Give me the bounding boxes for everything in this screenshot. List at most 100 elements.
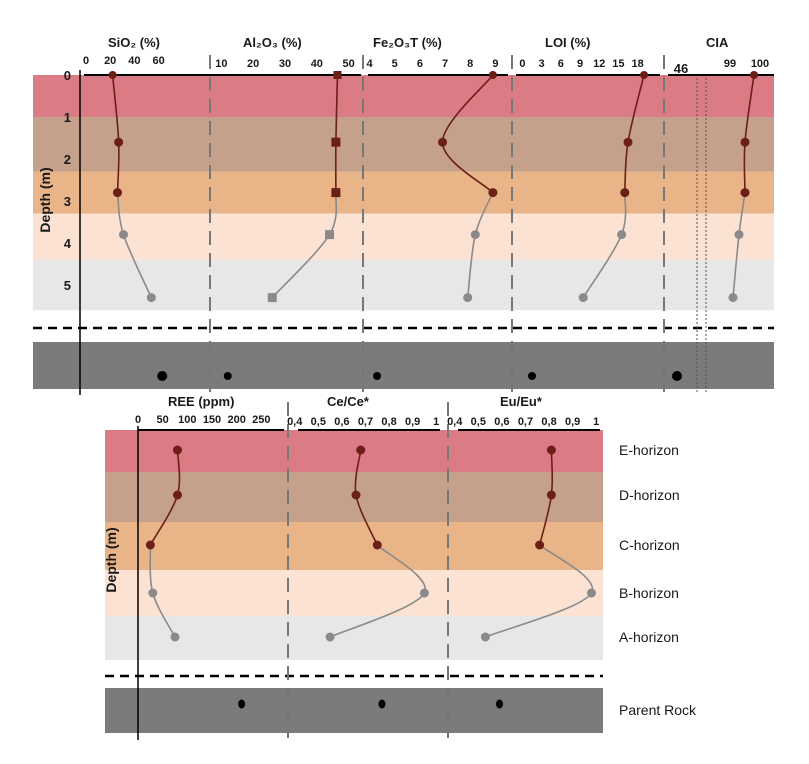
top-parent-rock-point-cia <box>672 371 682 381</box>
bottom-label-gutter <box>603 688 809 733</box>
bottom-data-point-ree-ppm <box>172 490 182 500</box>
bottom-band-e-horizon <box>105 430 603 472</box>
top-data-point-fe-o-t <box>488 188 498 198</box>
top-data-point-cia <box>750 71 758 79</box>
top-x-tick-label-fe-o-t: 6 <box>417 58 423 70</box>
horizon-bands <box>33 75 809 733</box>
top-panel-title-cia: CIA <box>706 35 729 50</box>
top-data-point-al-o <box>333 71 342 79</box>
bottom-parent-rock-point-eu-eu <box>496 699 504 709</box>
top-panel-title-loi: LOI (%) <box>545 35 591 50</box>
top-x-tick-label-al-o: 10 <box>215 58 227 70</box>
top-x-tick-label-loi: 9 <box>577 58 583 70</box>
top-y-axis-label: Depth (m) <box>37 167 53 232</box>
bottom-x-tick-label-ree-ppm: 200 <box>227 414 245 426</box>
bottom-band-parent-rock <box>105 688 603 733</box>
horizon-label-b-horizon: B-horizon <box>619 585 679 601</box>
top-depth-tick-label: 5 <box>64 278 71 293</box>
bottom-x-tick-label-eu-eu: 0,5 <box>471 416 486 428</box>
top-panel-title-fe-o-t: Fe₂O₃T (%) <box>373 35 442 50</box>
bottom-x-tick-label-ce-ce: 0,9 <box>405 416 420 428</box>
bottom-data-point-ree-ppm <box>145 540 155 550</box>
top-data-point-cia <box>728 293 738 303</box>
top-data-point-cia <box>734 230 744 240</box>
top-depth-tick-label: 0 <box>64 68 71 83</box>
bottom-x-tick-label-eu-eu: 0,8 <box>541 416 556 428</box>
top-x-tick-label-loi: 18 <box>631 58 643 70</box>
top-data-point-al-o <box>331 137 341 147</box>
bottom-data-point-ree-ppm <box>148 588 158 598</box>
top-x-tick-label-al-o: 20 <box>247 58 259 70</box>
bottom-band-c-horizon <box>105 522 603 570</box>
top-band-d-horizon <box>33 117 774 172</box>
top-data-point-fe-o-t <box>463 293 473 303</box>
top-panel-title-al-o: Al₂O₃ (%) <box>243 35 302 50</box>
top-band-e-horizon <box>33 75 774 117</box>
top-panel-title-sio: SiO₂ (%) <box>108 35 160 50</box>
top-x-tick-label-cia: 46 <box>674 61 688 76</box>
top-data-point-sio <box>114 137 124 147</box>
top-x-tick-label-fe-o-t: 4 <box>366 58 373 70</box>
bottom-data-point-ce-ce <box>356 445 366 455</box>
bottom-data-point-ree-ppm <box>172 445 182 455</box>
top-depth-tick-label: 1 <box>64 110 71 125</box>
top-x-tick-label-sio: 40 <box>128 55 140 67</box>
top-data-point-sio <box>119 230 129 240</box>
top-data-point-loi <box>620 188 630 198</box>
bottom-data-point-eu-eu <box>586 588 596 598</box>
top-x-tick-label-cia: 100 <box>751 58 769 70</box>
top-data-point-fe-o-t <box>488 71 497 79</box>
top-x-tick-label-loi: 15 <box>612 58 624 70</box>
top-data-point-al-o <box>267 293 277 303</box>
bottom-x-tick-label-ree-ppm: 50 <box>157 414 169 426</box>
top-x-tick-label-loi: 3 <box>539 58 545 70</box>
bottom-x-tick-label-ree-ppm: 250 <box>252 414 270 426</box>
top-x-tick-label-loi: 0 <box>519 58 525 70</box>
bottom-panel-title-ree-ppm: REE (ppm) <box>168 394 234 409</box>
panel-dividers <box>33 55 774 738</box>
bottom-band-a-horizon <box>105 616 603 660</box>
bottom-y-axis-label: Depth (m) <box>103 527 119 592</box>
top-parent-rock-point-sio <box>157 371 168 381</box>
bottom-data-point-ce-ce <box>325 632 335 642</box>
bottom-parent-rock-point-ree-ppm <box>238 699 246 709</box>
horizon-label-c-horizon: C-horizon <box>619 537 680 553</box>
top-x-tick-label-fe-o-t: 8 <box>467 58 473 70</box>
bottom-data-point-eu-eu <box>546 445 556 455</box>
bottom-data-point-eu-eu <box>480 632 490 642</box>
top-data-point-sio <box>112 188 122 198</box>
top-data-point-loi <box>623 137 633 147</box>
top-data-point-loi <box>578 293 588 303</box>
top-depth-tick-label: 4 <box>64 236 72 251</box>
bottom-x-tick-label-ce-ce: 0,6 <box>334 416 349 428</box>
bottom-x-tick-label-eu-eu: 0,7 <box>518 416 533 428</box>
bottom-x-tick-label-ce-ce: 1 <box>433 416 439 428</box>
bottom-x-tick-label-ree-ppm: 100 <box>178 414 196 426</box>
bottom-parent-rock-point-ce-ce <box>378 699 386 709</box>
bottom-data-point-ce-ce <box>372 540 382 550</box>
top-x-tick-label-sio: 60 <box>152 55 164 67</box>
top-data-point-al-o <box>325 230 335 240</box>
bottom-data-point-eu-eu <box>535 540 545 550</box>
top-x-tick-label-fe-o-t: 7 <box>442 58 448 70</box>
top-band-c-horizon <box>33 171 774 214</box>
top-depth-tick-label: 3 <box>64 194 71 209</box>
top-data-point-fe-o-t <box>470 230 480 240</box>
top-data-point-al-o <box>331 188 341 198</box>
bottom-x-tick-label-eu-eu: 1 <box>593 416 599 428</box>
bottom-data-point-ree-ppm <box>170 632 180 642</box>
data-markers <box>108 71 758 709</box>
horizon-label-a-horizon: A-horizon <box>619 629 679 645</box>
bottom-data-point-ce-ce <box>419 588 429 598</box>
top-data-point-sio <box>108 71 117 79</box>
bottom-panel-title-ce-ce: Ce/Ce* <box>327 394 370 409</box>
top-band-b-horizon <box>33 213 774 260</box>
top-data-point-cia <box>740 188 750 198</box>
bottom-data-point-ce-ce <box>351 490 361 500</box>
bottom-band-b-horizon <box>105 570 603 616</box>
bottom-x-tick-label-ree-ppm: 0 <box>135 414 141 426</box>
bottom-x-tick-label-ce-ce: 0,8 <box>381 416 396 428</box>
top-band-a-horizon <box>33 259 774 311</box>
top-x-tick-label-sio: 0 <box>83 55 89 67</box>
